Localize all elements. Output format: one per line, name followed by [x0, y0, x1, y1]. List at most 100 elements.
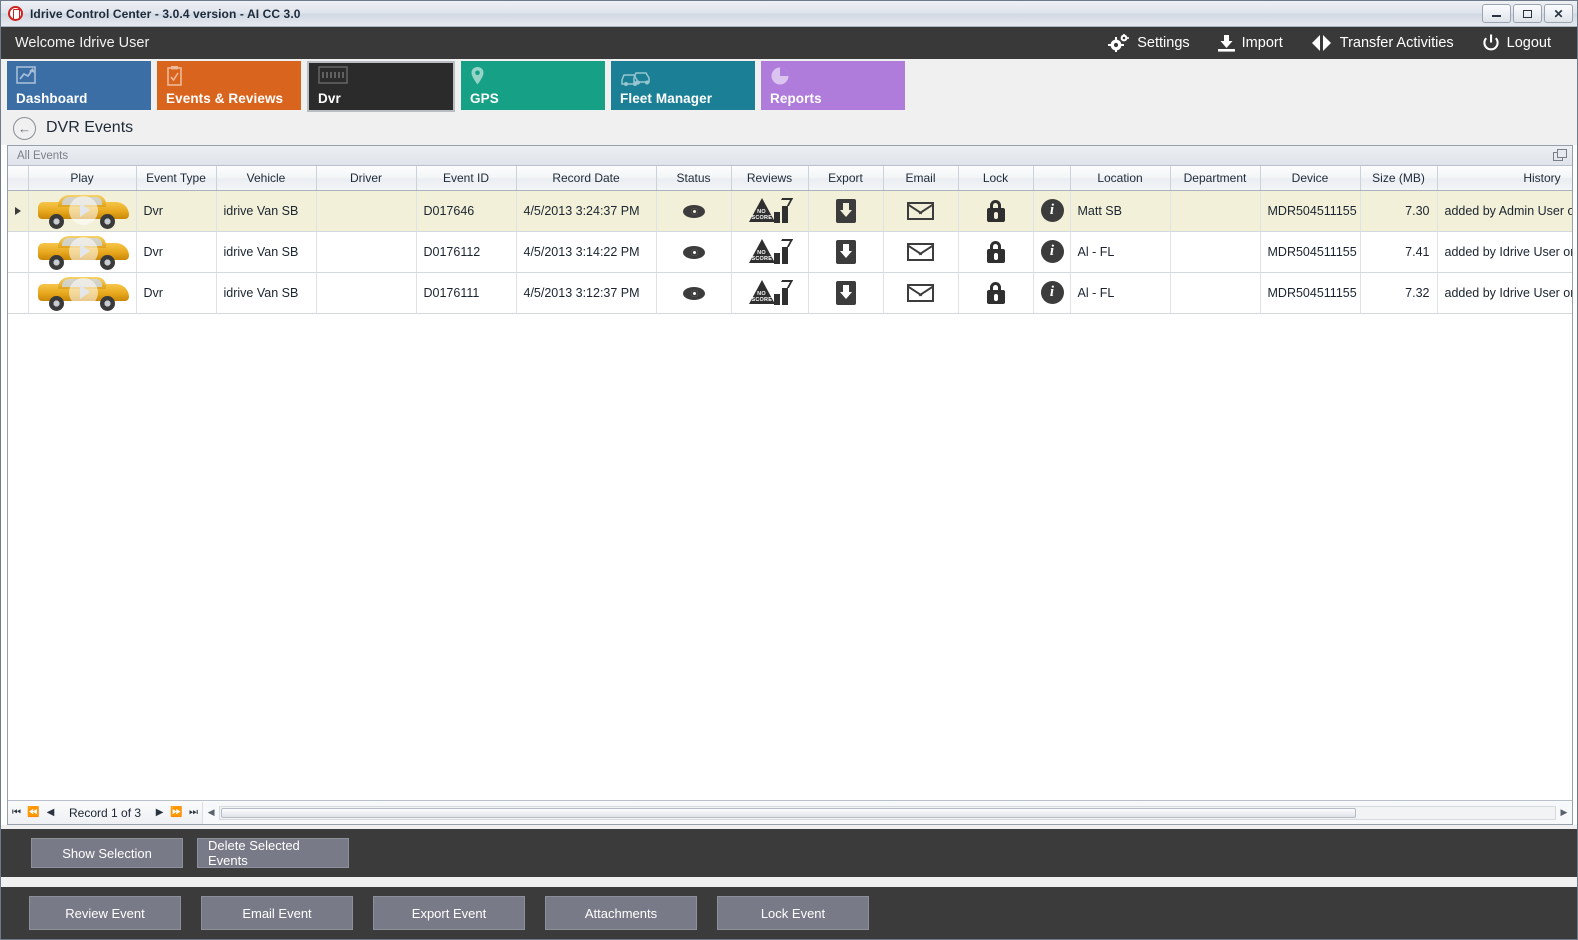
cell-reviews[interactable]: NO SCORE — [731, 231, 809, 273]
table-row[interactable]: Dvr idrive Van SB D0176112 4/5/2013 3:14… — [8, 231, 1572, 273]
cell-lock[interactable] — [958, 231, 1034, 273]
header-vehicle[interactable]: Vehicle — [216, 166, 317, 191]
table-row[interactable]: Dvr idrive Van SB D0176111 4/5/2013 3:12… — [8, 272, 1572, 314]
no-score-chart-icon[interactable]: NO SCORE — [748, 197, 793, 224]
no-score-chart-icon[interactable]: NO SCORE — [748, 238, 793, 265]
padlock-icon[interactable] — [986, 281, 1005, 304]
grid-scroll-area[interactable]: Play Event Type Vehicle Driver Event ID … — [8, 166, 1572, 800]
info-icon[interactable]: i — [1040, 199, 1064, 222]
download-box-icon[interactable] — [835, 280, 856, 305]
header-history[interactable]: History — [1437, 166, 1572, 191]
header-device[interactable]: Device — [1260, 166, 1361, 191]
nav-tab-fleet-manager[interactable]: Fleet Manager — [611, 61, 755, 110]
header-indicator[interactable] — [8, 166, 29, 191]
cell-export[interactable] — [808, 231, 884, 273]
cell-email[interactable] — [883, 272, 959, 314]
nav-tab-dashboard[interactable]: Dashboard — [7, 61, 151, 110]
padlock-icon[interactable] — [986, 199, 1005, 222]
header-size-mb[interactable]: Size (MB) — [1360, 166, 1438, 191]
attachments-button[interactable]: Attachments — [545, 896, 697, 930]
cell-lock[interactable] — [958, 272, 1034, 314]
export-event-button[interactable]: Export Event — [373, 896, 525, 930]
padlock-icon[interactable] — [986, 240, 1005, 263]
review-event-button[interactable]: Review Event — [29, 896, 181, 930]
header-lock[interactable]: Lock — [958, 166, 1034, 191]
cell-vehicle: idrive Van SB — [216, 272, 317, 314]
import-button[interactable]: Import — [1204, 27, 1297, 59]
cell-export[interactable] — [808, 272, 884, 314]
cell-reviews[interactable]: NO SCORE — [731, 272, 809, 314]
nav-tab-events-and-reviews[interactable]: Events & Reviews — [157, 61, 301, 110]
cell-email[interactable] — [883, 190, 959, 232]
group-panel[interactable]: All Events — [8, 146, 1572, 166]
header-location[interactable]: Location — [1070, 166, 1171, 191]
nav-tab-reports[interactable]: Reports — [761, 61, 905, 110]
envelope-icon[interactable] — [907, 283, 934, 302]
cell-export[interactable] — [808, 190, 884, 232]
cell-status[interactable] — [656, 272, 732, 314]
cell-email[interactable] — [883, 231, 959, 273]
download-box-icon[interactable] — [835, 198, 856, 223]
info-icon[interactable]: i — [1040, 240, 1064, 263]
horizontal-scrollbar[interactable]: ◀ ▶ — [202, 801, 1572, 824]
cell-play[interactable] — [28, 272, 137, 314]
header-export[interactable]: Export — [808, 166, 884, 191]
nav-tab-dvr[interactable]: Dvr — [307, 61, 455, 112]
eye-icon[interactable] — [682, 204, 705, 218]
cell-status[interactable] — [656, 231, 732, 273]
settings-button[interactable]: Settings — [1094, 27, 1203, 59]
download-box-icon[interactable] — [835, 239, 856, 264]
eye-icon[interactable] — [682, 286, 705, 300]
no-score-chart-icon[interactable]: NO SCORE — [748, 279, 793, 306]
scroll-left-arrow[interactable]: ◀ — [207, 807, 215, 817]
cell-info[interactable]: i — [1033, 272, 1071, 314]
header-status[interactable]: Status — [656, 166, 732, 191]
close-button[interactable]: ✕ — [1544, 4, 1573, 23]
nav-tab-gps[interactable]: GPS — [461, 61, 605, 110]
cell-play[interactable] — [28, 231, 137, 273]
scrollbar-thumb[interactable] — [221, 807, 1356, 818]
cell-lock[interactable] — [958, 190, 1034, 232]
info-icon[interactable]: i — [1040, 281, 1064, 304]
logout-button[interactable]: Logout — [1468, 27, 1565, 59]
nav-next-page-button[interactable]: ⏩ — [170, 807, 183, 818]
header-record-date[interactable]: Record Date — [516, 166, 657, 191]
header-event-type[interactable]: Event Type — [136, 166, 217, 191]
table-row[interactable]: Dvr idrive Van SB D017646 4/5/2013 3:24:… — [8, 190, 1572, 232]
nav-last-button[interactable]: ⏭ — [189, 807, 199, 818]
cell-record-date: 4/5/2013 3:14:22 PM — [516, 231, 657, 273]
envelope-icon[interactable] — [907, 201, 934, 220]
car-play-thumbnail[interactable] — [36, 276, 131, 311]
cell-reviews[interactable]: NO SCORE — [731, 190, 809, 232]
show-selection-button[interactable]: Show Selection — [31, 838, 183, 868]
scrollbar-track[interactable] — [219, 805, 1556, 820]
minimize-button[interactable] — [1482, 4, 1511, 23]
cell-info[interactable]: i — [1033, 231, 1071, 273]
eye-icon[interactable] — [682, 245, 705, 259]
cell-info[interactable]: i — [1033, 190, 1071, 232]
back-button[interactable]: ← — [13, 116, 36, 140]
transfer-activities-button[interactable]: Transfer Activities — [1297, 27, 1468, 59]
header-play[interactable]: Play — [28, 166, 137, 191]
column-chooser-icon[interactable] — [1553, 149, 1567, 162]
header-driver[interactable]: Driver — [316, 166, 417, 191]
header-info[interactable] — [1033, 166, 1071, 191]
cell-status[interactable] — [656, 190, 732, 232]
maximize-button[interactable] — [1513, 4, 1542, 23]
header-email[interactable]: Email — [883, 166, 959, 191]
header-event-id[interactable]: Event ID — [416, 166, 517, 191]
scroll-right-arrow[interactable]: ▶ — [1560, 807, 1568, 817]
cell-play[interactable] — [28, 190, 137, 232]
email-event-button[interactable]: Email Event — [201, 896, 353, 930]
envelope-icon[interactable] — [907, 242, 934, 261]
lock-event-button[interactable]: Lock Event — [717, 896, 869, 930]
nav-next-button[interactable]: ▶ — [155, 807, 164, 818]
nav-prev-page-button[interactable]: ⏪ — [27, 807, 40, 818]
nav-prev-button[interactable]: ◀ — [46, 807, 55, 818]
nav-first-button[interactable]: ⏮ — [12, 807, 21, 818]
car-play-thumbnail[interactable] — [36, 235, 131, 270]
header-reviews[interactable]: Reviews — [731, 166, 809, 191]
header-department[interactable]: Department — [1170, 166, 1261, 191]
delete-selected-events-button[interactable]: Delete Selected Events — [197, 838, 349, 868]
car-play-thumbnail[interactable] — [36, 194, 131, 229]
